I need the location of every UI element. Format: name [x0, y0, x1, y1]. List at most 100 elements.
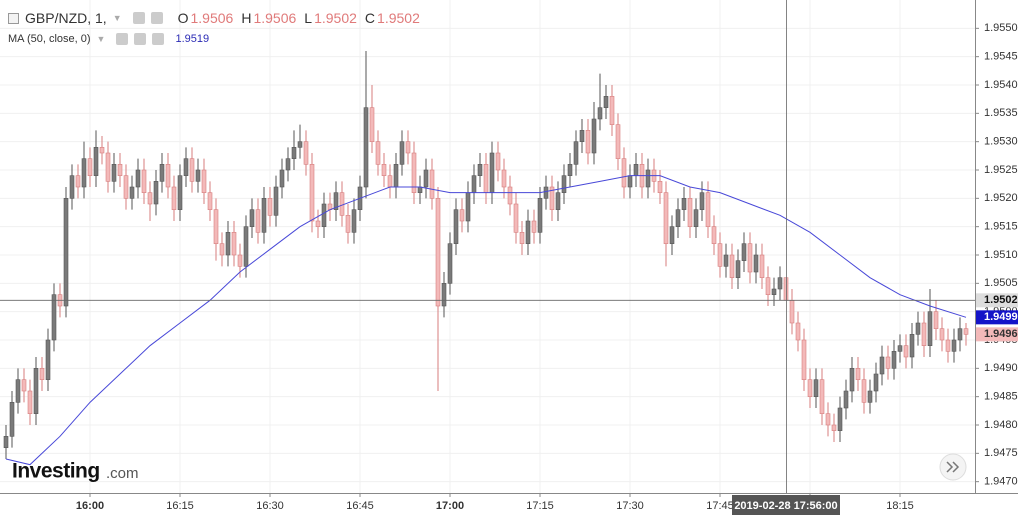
candle-body	[603, 96, 609, 108]
candle-body	[573, 141, 579, 165]
candle-body	[519, 232, 525, 244]
price-label-box	[976, 327, 1018, 342]
crosshair-price-box	[976, 293, 1018, 308]
candle-body	[873, 373, 879, 392]
candle-body	[945, 339, 951, 352]
candle-body	[849, 368, 855, 392]
candle-body	[423, 169, 429, 188]
candle-body	[183, 158, 189, 176]
candle-body	[669, 226, 675, 244]
ma-line	[5, 175, 967, 466]
crosshair-time-label: 2019-02-28 17:56:00	[734, 500, 837, 512]
candle-body	[69, 175, 75, 199]
candle-body	[939, 328, 945, 341]
price-label-box	[976, 310, 1018, 325]
settings-icon[interactable]	[134, 33, 147, 45]
candle-body	[141, 169, 147, 193]
ohlc-values: O 1.9506 H 1.9506 L 1.9502 C 1.9502	[178, 10, 426, 26]
ohlc-value: 1.9502	[314, 10, 357, 26]
candle-body	[957, 328, 963, 341]
candle-body	[681, 198, 687, 210]
crosshair-time-box	[732, 495, 840, 515]
visibility-icon[interactable]	[132, 12, 145, 24]
settings-icon[interactable]	[150, 12, 163, 24]
x-tick-label: 17:45	[706, 500, 734, 512]
symbol-legend: GBP/NZD, 1, ▼ O 1.9506 H 1.9506 L 1.9502 C 1.95…	[8, 10, 426, 26]
collapse-icon[interactable]	[8, 12, 19, 24]
candle-body	[261, 198, 267, 233]
candle-body	[693, 209, 699, 227]
candle-body	[561, 175, 567, 193]
candle-body	[279, 169, 285, 188]
candle-body	[201, 169, 207, 193]
candle-body	[93, 147, 99, 176]
candle-body	[705, 192, 711, 227]
candle-body	[3, 436, 9, 448]
ohlc-label: H	[241, 10, 252, 26]
visibility-icon[interactable]	[116, 33, 129, 45]
x-tick-label: 18:15	[886, 500, 914, 512]
y-tick-label: 1.9490	[984, 362, 1018, 374]
candle-body	[759, 254, 765, 278]
candle-body	[243, 226, 249, 267]
candle-body	[645, 169, 651, 188]
y-tick-label: 1.9515	[984, 221, 1018, 233]
ma-legend: MA (50, close, 0) ▼ 1.9519	[8, 33, 209, 45]
ma-value: 1.9519	[175, 33, 210, 45]
y-tick-label: 1.9505	[984, 277, 1018, 289]
candle-body	[417, 186, 423, 193]
candle-body	[471, 175, 477, 193]
candle-body	[699, 192, 705, 210]
candle-body	[831, 424, 837, 431]
dropdown[interactable]: ▼	[96, 34, 106, 44]
price-label: 1.9499	[984, 311, 1018, 323]
candle-body	[435, 198, 441, 307]
x-tick-label: 16:00	[76, 500, 104, 512]
candle-body	[897, 345, 903, 352]
candle-body	[909, 334, 915, 358]
candle-body	[927, 311, 933, 346]
candle-body	[105, 152, 111, 182]
crosshair-price-label: 1.9502	[984, 294, 1018, 306]
candle-body	[711, 226, 717, 244]
candle-body	[315, 220, 321, 227]
candle-body	[207, 192, 213, 210]
candle-body	[27, 390, 33, 414]
candle-body	[867, 390, 873, 403]
candle-body	[771, 288, 777, 295]
candle-body	[333, 192, 339, 210]
candle-body	[63, 198, 69, 307]
dropdown[interactable]: ▼	[112, 13, 122, 23]
candle-body	[147, 192, 153, 205]
candle-body	[621, 158, 627, 188]
candle-body	[441, 283, 447, 307]
scroll-button[interactable]	[939, 453, 967, 481]
candle-body	[303, 141, 309, 165]
y-tick-label: 1.9475	[984, 447, 1018, 459]
candle-body	[369, 107, 375, 142]
candle-body	[963, 328, 969, 335]
candle-body	[231, 232, 237, 256]
candle-body	[567, 164, 573, 176]
candle-body	[663, 192, 669, 244]
candle-body	[489, 152, 495, 193]
candle-body	[597, 107, 603, 120]
candle-body	[447, 243, 453, 284]
candle-body	[51, 294, 57, 341]
candle-body	[825, 413, 831, 426]
candle-body	[351, 209, 357, 233]
candle-body	[675, 209, 681, 227]
candle-body	[213, 209, 219, 244]
candle-body	[273, 186, 279, 216]
candle-body	[81, 158, 87, 188]
candle-body	[363, 107, 369, 188]
candle-body	[219, 243, 225, 256]
ohlc-value: 1.9506	[190, 10, 234, 26]
ohlc-label: C	[364, 10, 376, 26]
candle-body	[45, 339, 51, 380]
x-tick-label: 16:30	[256, 500, 284, 512]
candle-body	[393, 164, 399, 188]
close-icon[interactable]	[152, 33, 165, 45]
candle-body	[723, 254, 729, 267]
